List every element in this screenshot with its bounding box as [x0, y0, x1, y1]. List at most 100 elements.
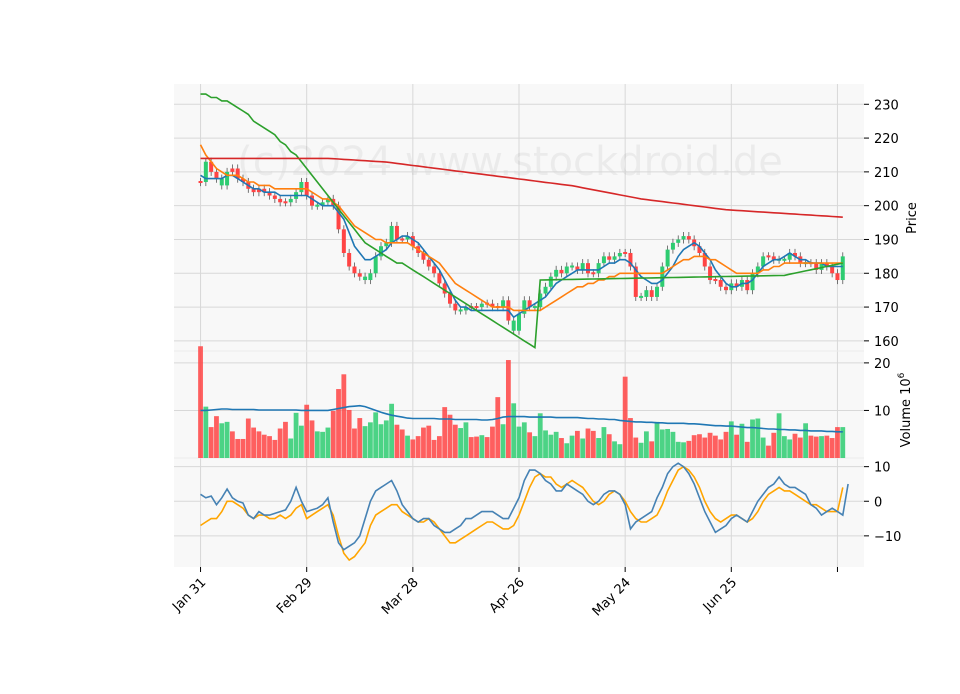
candle-body	[766, 255, 771, 258]
price-ma-line	[200, 157, 843, 218]
candle-body	[814, 263, 819, 270]
candle-body	[617, 252, 622, 257]
price-axis-tick-label: 220	[874, 132, 899, 147]
candle-body	[458, 309, 463, 312]
volume-bar	[675, 441, 681, 458]
volume-bar	[712, 435, 718, 458]
candle-body	[325, 198, 330, 203]
volume-bar	[543, 430, 548, 458]
candle-body	[432, 266, 437, 274]
volume-bar	[511, 403, 517, 458]
volume-bar	[792, 433, 798, 458]
volume-bar	[707, 432, 713, 458]
candle-body	[522, 300, 527, 314]
volume-bar	[718, 439, 724, 458]
volume-bar	[224, 421, 230, 458]
candle-body	[660, 266, 665, 287]
volume-bar	[208, 427, 214, 458]
candle-body	[554, 269, 559, 277]
price-axis-tick-label: 210	[874, 166, 899, 181]
candle-body	[591, 272, 596, 275]
price-axis-label: Price	[905, 202, 920, 234]
candle-body	[586, 263, 590, 274]
candle-body	[580, 263, 585, 270]
volume-bar	[383, 420, 389, 458]
candle-body	[787, 252, 792, 260]
candle-body	[601, 256, 606, 264]
volume-bar	[474, 436, 479, 458]
candle-body	[575, 266, 580, 270]
candle-body	[198, 180, 203, 184]
candle-body	[708, 266, 713, 281]
volume-bar	[766, 445, 771, 458]
volume-bar	[394, 424, 400, 458]
x-tick-label: Jun 25	[700, 575, 740, 615]
volume-bar	[442, 407, 448, 458]
candle-body	[336, 205, 341, 230]
volume-bar	[612, 441, 617, 458]
volume-bar	[574, 430, 580, 458]
volume-bar	[521, 422, 527, 458]
candle-body	[241, 178, 245, 183]
volume-bar	[272, 439, 278, 458]
x-tick-label: Jan 31	[169, 575, 209, 615]
volume-bar	[590, 430, 596, 458]
candle-body	[511, 320, 516, 331]
candle-body	[750, 273, 755, 291]
volume-bar	[245, 418, 251, 458]
volume-bar	[505, 360, 511, 458]
volume-bar	[198, 346, 203, 458]
volume-bar	[665, 428, 671, 458]
candle-body	[225, 171, 230, 186]
price-axis-tick-label: 200	[874, 200, 899, 215]
volume-bar	[410, 439, 416, 458]
volume-bar	[490, 426, 495, 458]
candle-body	[463, 307, 468, 311]
candle-body	[283, 201, 288, 204]
volume-bar	[240, 438, 246, 458]
oscillator-panel: −10 0 10	[174, 461, 901, 562]
volume-bar	[617, 444, 623, 458]
volume-bar	[633, 437, 639, 458]
candle-body	[724, 286, 728, 291]
volume-bar	[628, 418, 633, 458]
candle-body	[394, 225, 399, 240]
volume-bar	[702, 437, 708, 458]
candle-body	[437, 273, 442, 284]
volume-bar	[760, 437, 766, 458]
candle-body	[761, 256, 766, 267]
volume-bar	[638, 442, 644, 458]
candle-body	[453, 303, 458, 311]
volume-bar	[330, 410, 336, 458]
candle-body	[835, 273, 840, 281]
candle-body	[230, 168, 235, 172]
volume-bar	[235, 438, 241, 458]
volume-bar	[755, 418, 761, 458]
volume-bar	[781, 436, 787, 458]
price-axis-tick-label: 160	[874, 335, 899, 350]
volume-bar	[728, 421, 734, 458]
volume-bar	[203, 406, 209, 458]
candle-body	[272, 195, 277, 199]
volume-bar	[744, 441, 750, 458]
volume-bar	[405, 435, 410, 458]
volume-bar	[325, 427, 331, 458]
candle-body	[793, 252, 797, 257]
volume-bar	[251, 427, 257, 458]
volume-bar	[697, 434, 702, 458]
volume-bar	[569, 435, 575, 458]
candle-body	[570, 265, 575, 268]
volume-bar	[267, 436, 272, 458]
volume-bar	[288, 438, 294, 458]
volume-bar	[585, 428, 591, 458]
volume-bar	[681, 442, 686, 458]
volume-bar	[527, 432, 533, 458]
volume-bar	[495, 397, 501, 458]
candle-body	[532, 306, 537, 309]
candle-body	[665, 249, 670, 267]
x-tick-label: Apr 26	[487, 575, 528, 616]
volume-bar	[415, 436, 421, 458]
candle-body	[639, 295, 644, 298]
